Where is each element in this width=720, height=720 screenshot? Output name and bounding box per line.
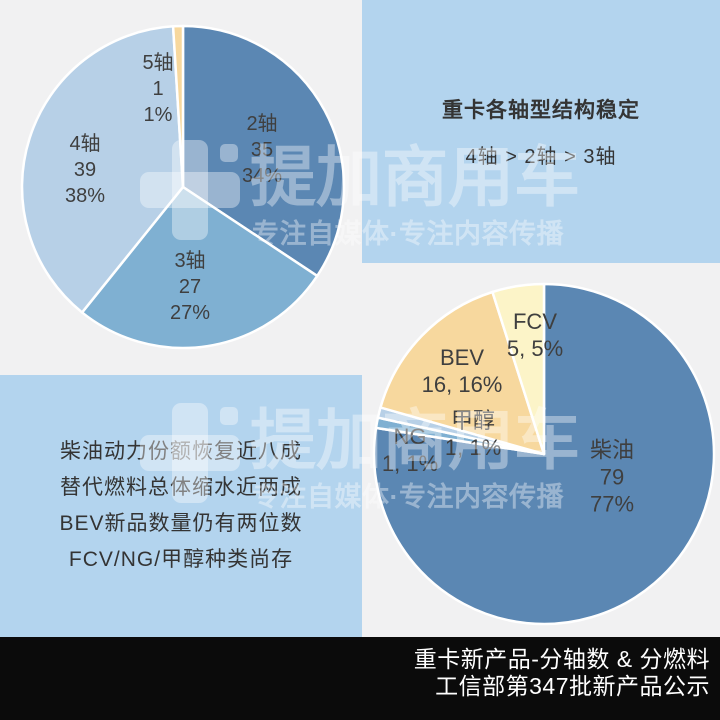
slice-value-pct: 1, 1% [381,451,439,476]
slice-pct: 27% [169,302,211,324]
axle-callout-ranking: 4轴 > 2轴 > 3轴 [465,146,617,168]
axle-pie-label-4-axle: 4轴 39 38% [65,131,105,209]
fuel-pie-label-ng: NG 1, 1% [382,423,438,477]
fuel-callout-line-3: BEV新品数量仍有两位数 [59,512,303,535]
slice-value: 35 [250,139,274,161]
footer-title: 重卡新产品-分轴数 & 分燃料 [413,646,710,672]
slice-value: 79 [599,464,625,490]
slice-value-pct: 5, 5% [506,336,564,361]
slice-name: 4轴 [69,133,101,155]
fuel-callout-line-1: 柴油动力份额恢复近八成 [60,440,302,463]
slice-name: NG [393,424,427,449]
slice-pct: 38% [64,185,106,207]
pie-slice-3轴 [80,185,319,350]
slice-pct: 77% [589,491,635,517]
fuel-callout-box: 柴油动力份额恢复近八成 替代燃料总体缩水近两成 BEV新品数量仍有两位数 FCV… [0,375,362,637]
axle-pie-chart [20,24,346,350]
fuel-pie-chart [372,282,716,626]
fuel-pie-label-diesel: 柴油 79 77% [590,437,634,518]
fuel-pie-label-fcv: FCV 5, 5% [507,308,563,362]
slice-pct: 34% [241,165,283,187]
axle-callout-title: 重卡各轴型结构稳定 [442,99,640,122]
fuel-callout-line-4: FCV/NG/甲醇种类尚存 [68,548,294,571]
fuel-pie-label-bev: BEV 16, 16% [422,344,503,398]
axle-callout-box: 重卡各轴型结构稳定 4轴 > 2轴 > 3轴 [362,0,720,263]
slice-value: 27 [178,276,202,298]
slice-value-pct: 1, 1% [444,435,502,460]
axle-pie-label-5-axle: 5轴 1 1% [142,50,173,128]
slice-value-pct: 16, 16% [421,372,503,397]
slice-name: 3轴 [174,250,206,272]
fuel-callout-line-2: 替代燃料总体缩水近两成 [60,476,302,499]
pie-slice-4轴 [20,25,185,314]
axle-pie-label-3-axle: 3轴 27 27% [170,248,210,326]
slice-name: FCV [512,309,557,334]
slice-value: 39 [73,159,97,181]
footer-bar: 重卡新产品-分轴数 & 分燃料 工信部第347批新产品公示 [0,637,720,720]
slice-name: BEV [439,345,485,370]
slice-value: 1 [152,78,164,100]
slice-name: 甲醇 [450,408,496,433]
pie-slice-5轴 [171,24,185,189]
slice-pct: 1% [143,104,173,126]
slice-name: 5轴 [142,52,174,74]
slice-name: 柴油 [589,437,635,463]
pie-slice-FCV [491,282,546,456]
footer-source: 工信部第347批新产品公示 [435,673,710,699]
slice-name: 2轴 [246,113,278,135]
axle-pie-label-2-axle: 2轴 35 34% [242,111,282,189]
pie-slice-BEV [379,290,546,456]
fuel-pie-label-methanol: 甲醇 1, 1% [445,407,501,461]
